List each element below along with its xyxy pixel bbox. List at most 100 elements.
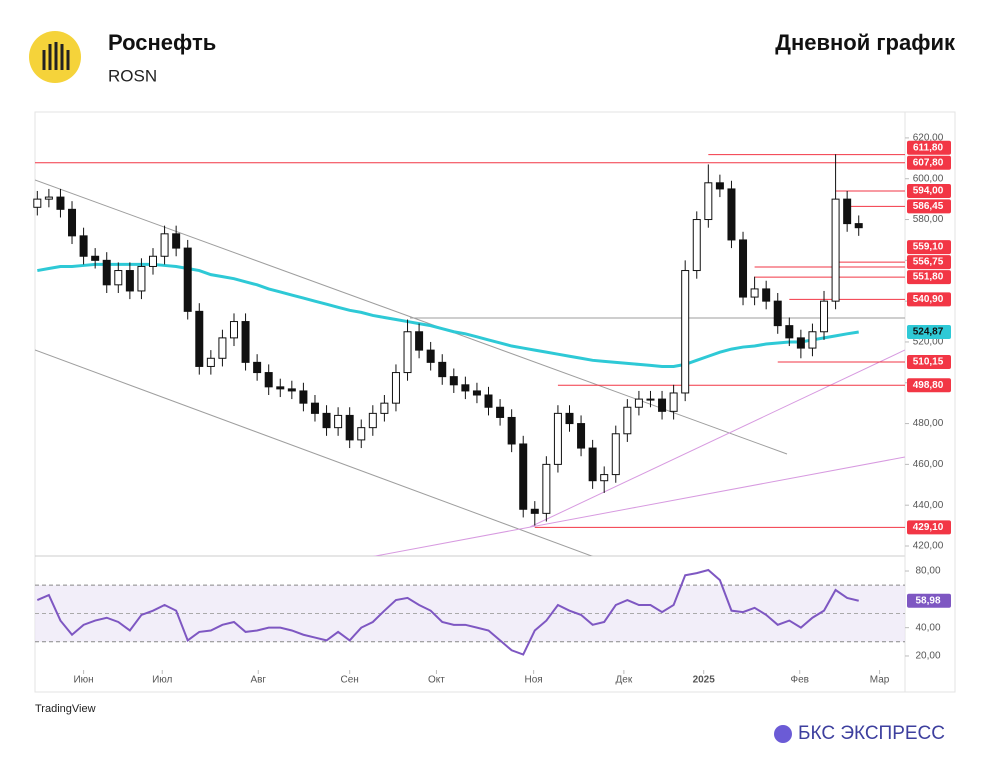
level-tag bbox=[907, 255, 951, 270]
candle-body bbox=[79, 235, 88, 257]
level-label: 611,80 bbox=[913, 142, 943, 153]
x-tick-label: Ноя bbox=[525, 675, 543, 686]
level-label: 510,15 bbox=[913, 357, 944, 368]
candle-body bbox=[357, 427, 366, 441]
candle-body bbox=[565, 412, 574, 425]
x-tick-label: 2025 bbox=[693, 675, 716, 686]
level-tag bbox=[907, 292, 951, 307]
level-label: 594,00 bbox=[913, 186, 944, 197]
candle-body bbox=[68, 208, 77, 237]
x-tick-label: Июл bbox=[152, 675, 172, 686]
rsi-tick-label: 80,00 bbox=[915, 566, 940, 577]
x-tick-label: Авг bbox=[250, 675, 266, 686]
candle-body bbox=[253, 361, 262, 374]
rsi-tick-label: 40,00 bbox=[915, 622, 940, 633]
candle-body bbox=[658, 398, 667, 412]
candle-body bbox=[542, 463, 551, 514]
x-tick-label: Дек bbox=[616, 675, 633, 686]
candle-body bbox=[206, 357, 215, 367]
candle-body bbox=[149, 255, 158, 267]
candle-body bbox=[634, 398, 643, 408]
candle-body bbox=[553, 412, 562, 465]
candle-body bbox=[739, 239, 748, 298]
ticker: ROSN bbox=[108, 66, 157, 85]
candle-body bbox=[114, 270, 123, 286]
candle-body bbox=[56, 196, 65, 210]
y-tick-label: 620,00 bbox=[913, 133, 944, 144]
candle-body bbox=[183, 247, 192, 312]
y-tick-label: 440,00 bbox=[913, 500, 944, 511]
candle-body bbox=[600, 474, 609, 482]
candle-body bbox=[287, 388, 296, 392]
rsi-tag bbox=[907, 593, 951, 608]
candle-body bbox=[820, 300, 829, 333]
level-tag bbox=[907, 240, 951, 255]
candle-body bbox=[415, 331, 424, 351]
candle-body bbox=[426, 349, 435, 363]
ma-tag bbox=[907, 325, 951, 340]
y-tick-label: 480,00 bbox=[913, 418, 944, 429]
candle-body bbox=[322, 412, 331, 429]
level-label: 556,75 bbox=[913, 257, 944, 268]
candle-body bbox=[137, 265, 146, 292]
x-tick-label: Мар bbox=[870, 675, 890, 686]
candle-body bbox=[102, 259, 111, 286]
candle-body bbox=[530, 508, 539, 514]
rsi-line bbox=[36, 568, 859, 656]
frame bbox=[34, 111, 956, 693]
candle-body bbox=[715, 182, 724, 190]
candle-body bbox=[484, 394, 493, 408]
title: Роснефть bbox=[108, 30, 216, 55]
x-tick-label: Сен bbox=[341, 675, 359, 686]
level-label: 540,90 bbox=[913, 294, 944, 305]
candle-body bbox=[334, 414, 343, 429]
y-tick-label: 520,00 bbox=[913, 337, 944, 348]
candle-body bbox=[461, 384, 470, 392]
level-label: 551,80 bbox=[913, 272, 944, 283]
level-tag bbox=[907, 270, 951, 285]
candle-body bbox=[704, 182, 713, 221]
level-label: 429,10 bbox=[913, 522, 944, 533]
candle-body bbox=[160, 233, 169, 257]
level-tag bbox=[907, 520, 951, 535]
candle-body bbox=[218, 337, 227, 359]
candle-body bbox=[44, 196, 53, 200]
candle-body bbox=[172, 233, 181, 249]
level-label: 559,10 bbox=[913, 242, 944, 253]
ma-label: 524,87 bbox=[913, 327, 944, 338]
subtitle: Дневной график bbox=[775, 30, 956, 55]
rsi-label: 58,98 bbox=[915, 595, 940, 606]
y-tick-label: 420,00 bbox=[913, 541, 944, 552]
candle-body bbox=[854, 223, 863, 229]
candle-body bbox=[391, 372, 400, 404]
brand-icon bbox=[774, 725, 792, 743]
candle-body bbox=[195, 310, 204, 367]
moving-average bbox=[37, 262, 859, 368]
source: TradingView bbox=[35, 703, 96, 715]
candle-body bbox=[91, 255, 100, 261]
rsi-tick-label: 20,00 bbox=[915, 651, 940, 662]
candle-body bbox=[611, 433, 620, 476]
level-tag bbox=[907, 155, 951, 170]
x-tick-label: Фев bbox=[790, 675, 808, 686]
candle-body bbox=[831, 198, 840, 302]
drawings bbox=[35, 179, 905, 556]
candle-body bbox=[368, 412, 377, 429]
y-tick-label: 580,00 bbox=[913, 214, 944, 225]
y-tick-label: 600,00 bbox=[913, 173, 944, 184]
candle-body bbox=[681, 270, 690, 394]
candle-body bbox=[507, 416, 516, 445]
candle-body bbox=[345, 414, 354, 441]
candle-body bbox=[669, 392, 678, 412]
candle-body bbox=[843, 198, 852, 225]
candle-body bbox=[380, 402, 389, 414]
candle-body bbox=[403, 331, 412, 374]
level-label: 607,80 bbox=[913, 157, 944, 168]
candle-body bbox=[623, 406, 632, 435]
candle-body bbox=[449, 376, 458, 386]
candle-body bbox=[33, 198, 42, 208]
candle-body bbox=[241, 321, 250, 363]
level-label: 498,80 bbox=[913, 380, 944, 391]
level-tag bbox=[907, 183, 951, 198]
